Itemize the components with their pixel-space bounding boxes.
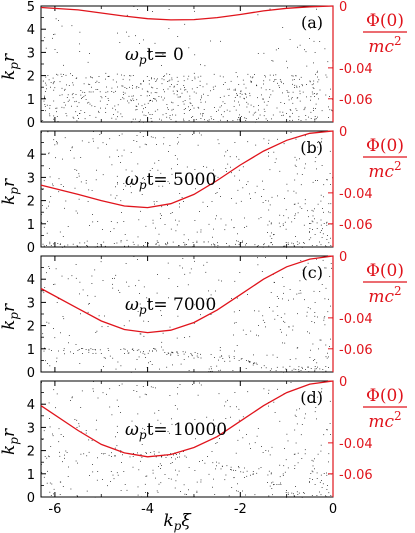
right-tick-label: -0.04	[339, 62, 373, 77]
right-tick-label: 0	[339, 125, 347, 140]
ytick-label: 1	[27, 93, 35, 108]
ytick-label: 2	[27, 445, 35, 460]
right-label-numerator: Φ(0)	[366, 136, 404, 156]
ytick-label: 0	[27, 116, 35, 131]
right-tick-label: -0.04	[339, 312, 373, 327]
right-tick-label: -0.06	[339, 218, 373, 233]
panel-label: (c)	[302, 263, 323, 282]
right-tick-label: -0.04	[339, 187, 373, 202]
ytick-label: 1	[27, 343, 35, 358]
right-tick-label: 0	[339, 250, 347, 265]
right-tick-label: 0	[339, 375, 347, 390]
ytick-label: 1	[27, 218, 35, 233]
right-label-numerator: Φ(0)	[366, 386, 404, 406]
ytick-label: 1	[27, 468, 35, 483]
panel-label: (a)	[301, 13, 323, 32]
potential-curve	[40, 255, 334, 334]
ytick-label: 3	[27, 46, 35, 61]
plot-frame	[40, 5, 334, 123]
particle-cloud	[42, 256, 332, 373]
right-tick-label: -0.06	[339, 468, 373, 483]
panel-c: 0 1 2 3 4 0 -0.04 -0.06 Φ(0) mc2 (c) ωpt= 7000 kpr	[0, 250, 407, 381]
ytick-label: 2	[27, 195, 35, 210]
panel-d: 0 1 2 3 4 -6 -4 -2 0 0 -0.04 -0.06 Φ(0) mc2 (d) ωpt= 10…	[0, 375, 407, 533]
ytick-label: 5	[27, 0, 35, 15]
right-tick-label: -0.04	[339, 437, 373, 452]
right-label-denominator: mc2	[368, 34, 401, 57]
particle-cloud	[41, 131, 334, 248]
time-annotation: ωpt= 0	[125, 45, 184, 67]
xtick-label: 0	[329, 502, 337, 517]
time-annotation: ωpt= 10000	[125, 420, 227, 442]
ytick-label: 2	[27, 70, 35, 85]
ylabel: kpr	[0, 303, 21, 330]
particle-cloud	[41, 381, 334, 498]
ytick-label: 4	[27, 273, 35, 288]
right-label-numerator: Φ(0)	[366, 11, 404, 31]
ylabel: kpr	[0, 178, 21, 205]
panel-b: 0 1 2 3 4 0 -0.04 -0.06 Φ(0) mc2 (b) ωpt= 5000 kpr	[0, 125, 407, 256]
time-annotation: ωpt= 5000	[125, 170, 216, 192]
xtick-label: -2	[234, 502, 247, 517]
right-tick-label: 0	[339, 0, 347, 15]
ytick-label: 0	[27, 491, 35, 506]
ylabel: kpr	[0, 53, 21, 80]
xlabel: kpξ	[163, 511, 192, 533]
right-label-denominator: mc2	[368, 159, 401, 182]
ytick-label: 3	[27, 421, 35, 436]
right-tick-label: -0.06	[339, 343, 373, 358]
ytick-label: 4	[27, 23, 35, 38]
ytick-label: 3	[27, 171, 35, 186]
ylabel: kpr	[0, 428, 21, 455]
ytick-label: 3	[27, 296, 35, 311]
panel-a: 0 1 2 3 4 5 0 -0.04 -0.06 Φ(0) mc2 (a) ωpt= 0 kpr	[0, 0, 407, 131]
panel-label: (d)	[300, 388, 323, 407]
ytick-label: 4	[27, 148, 35, 163]
ytick-label: 0	[27, 366, 35, 381]
potential-curve	[40, 380, 334, 458]
ytick-label: 2	[27, 320, 35, 335]
panel-label: (b)	[300, 138, 323, 157]
ytick-label: 4	[27, 398, 35, 413]
time-annotation: ωpt= 7000	[125, 295, 216, 317]
potential-curve	[40, 5, 334, 21]
potential-curve	[40, 130, 334, 209]
right-label-denominator: mc2	[368, 409, 401, 432]
right-label-numerator: Φ(0)	[366, 261, 404, 281]
particle-cloud	[41, 6, 334, 123]
ytick-label: 0	[27, 241, 35, 256]
right-tick-label: -0.06	[339, 93, 373, 108]
xtick-label: -6	[48, 502, 61, 517]
right-label-denominator: mc2	[368, 284, 401, 307]
xtick-label: -4	[141, 502, 154, 517]
